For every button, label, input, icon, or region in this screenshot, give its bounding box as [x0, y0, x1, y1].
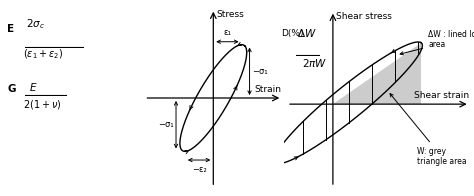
Text: D(%): D(%) — [282, 29, 304, 38]
Text: $\Delta W$: $\Delta W$ — [297, 27, 317, 39]
Text: $E$: $E$ — [29, 81, 37, 93]
Text: $2\pi W$: $2\pi W$ — [302, 57, 328, 69]
Text: G: G — [7, 84, 16, 94]
Text: −ε₂: −ε₂ — [191, 165, 207, 174]
Text: E: E — [7, 24, 14, 34]
Text: $(\varepsilon_1+\varepsilon_2)$: $(\varepsilon_1+\varepsilon_2)$ — [23, 47, 63, 61]
Text: Stress: Stress — [216, 10, 244, 19]
Text: W: grey
triangle area: W: grey triangle area — [390, 94, 466, 166]
Text: $2(1+\nu)$: $2(1+\nu)$ — [23, 98, 61, 111]
Text: ΔW : lined loop
area: ΔW : lined loop area — [400, 30, 474, 55]
Text: Strain: Strain — [255, 85, 282, 94]
Text: ε₁: ε₁ — [223, 28, 231, 37]
Polygon shape — [333, 43, 421, 104]
Text: $2\sigma_c$: $2\sigma_c$ — [26, 18, 45, 31]
Text: −σ₁: −σ₁ — [252, 67, 268, 76]
Text: Shear stress: Shear stress — [337, 12, 392, 21]
Text: Shear strain: Shear strain — [414, 91, 469, 100]
Text: −σ₁: −σ₁ — [158, 120, 173, 129]
